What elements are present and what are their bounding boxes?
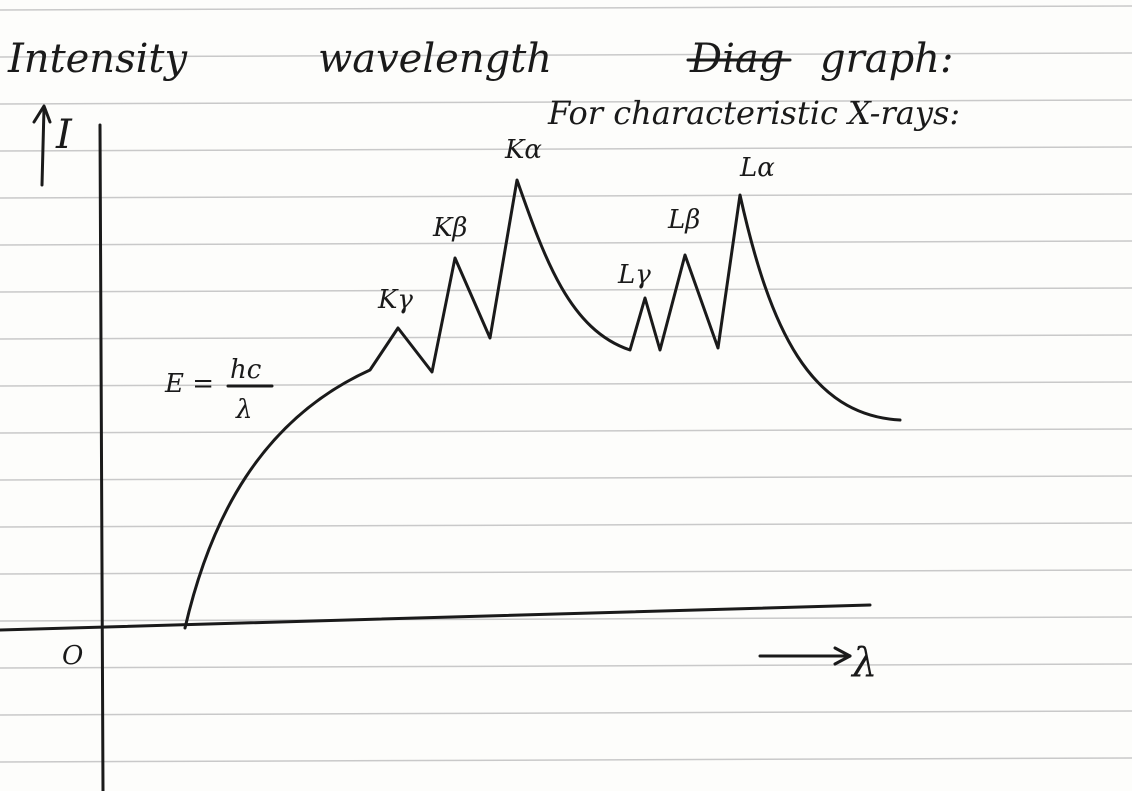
peak-label: Lγ bbox=[617, 260, 651, 290]
peak-label: Lβ bbox=[667, 205, 700, 235]
origin-label: O bbox=[62, 641, 83, 671]
peak-label: Kα bbox=[504, 135, 542, 165]
peak-label: Lα bbox=[739, 153, 775, 183]
title-word: Intensity bbox=[7, 36, 188, 82]
peak-label: Kβ bbox=[432, 213, 467, 243]
y-axis-label: I bbox=[55, 112, 73, 158]
subtitle: For characteristic X-rays: bbox=[547, 94, 960, 132]
formula-denominator: λ bbox=[235, 395, 252, 425]
y-arrow bbox=[42, 108, 44, 185]
title-word: graph: bbox=[820, 36, 953, 82]
peak-label: Kγ bbox=[377, 285, 413, 315]
x-axis-label: λ bbox=[850, 640, 877, 686]
note-page: Intensity wavelength Diag graph: For cha… bbox=[0, 0, 1132, 791]
title-word: wavelength bbox=[318, 36, 552, 82]
formula-lhs: E = bbox=[164, 369, 214, 399]
formula-numerator: hc bbox=[230, 355, 262, 385]
